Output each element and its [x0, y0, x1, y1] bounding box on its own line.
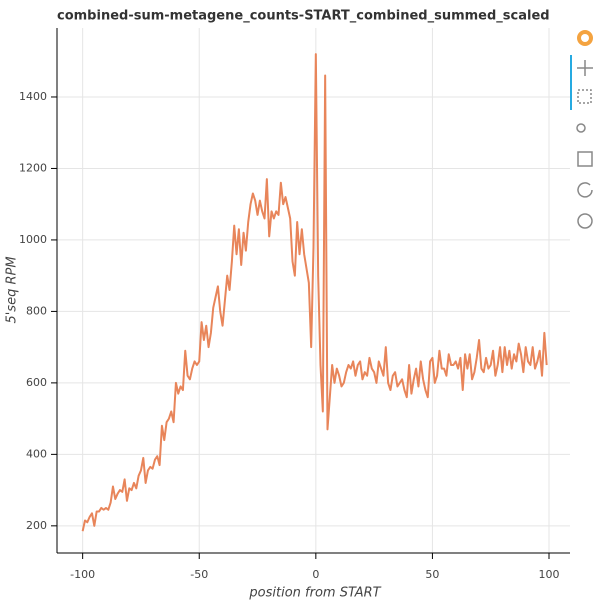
x-axis-label: position from START	[248, 586, 381, 600]
data-line	[81, 53, 548, 532]
wheel-zoom-tool[interactable]	[576, 123, 586, 133]
y-tick-label: 1400	[19, 90, 47, 103]
reset-tool[interactable]	[577, 182, 593, 198]
plot: 200 400 600 800 1000 1200 1400 -100 -50 0 50 100	[19, 28, 570, 581]
x-tick-label: 0	[312, 568, 319, 581]
y-tick-label: 400	[26, 447, 47, 460]
x-tick-label: 100	[539, 568, 560, 581]
x-tick-label: 50	[425, 568, 439, 581]
bokeh-logo-center	[581, 34, 589, 42]
help-tool[interactable]	[577, 213, 593, 229]
y-tick-label: 600	[26, 376, 47, 389]
box-zoom-tool[interactable]	[577, 89, 592, 104]
y-tick-label: 1000	[19, 233, 47, 246]
x-tick-label: -100	[70, 568, 95, 581]
y-tick-label: 800	[26, 304, 47, 317]
y-axis-label: 5'seq RPM	[5, 256, 20, 323]
y-tick-label: 200	[26, 519, 47, 532]
chart-title: combined-sum-metagene_counts-START_combi…	[57, 9, 550, 24]
pan-tool[interactable]	[577, 60, 593, 76]
toolbar	[570, 30, 593, 229]
x-tick-label: -50	[190, 568, 208, 581]
save-tool[interactable]	[577, 151, 593, 167]
y-tick-label: 1200	[19, 161, 47, 174]
